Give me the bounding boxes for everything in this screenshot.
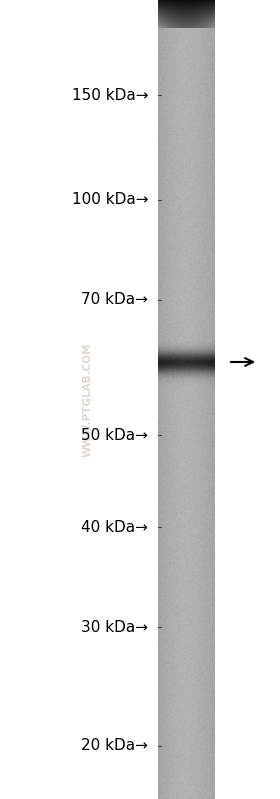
Text: WWW.PTGLAB.COM: WWW.PTGLAB.COM [83, 343, 93, 457]
Text: 50 kDa→: 50 kDa→ [81, 427, 148, 443]
Text: 70 kDa→: 70 kDa→ [81, 292, 148, 308]
Text: 30 kDa→: 30 kDa→ [81, 619, 148, 634]
Text: 100 kDa→: 100 kDa→ [71, 193, 148, 208]
Text: 40 kDa→: 40 kDa→ [81, 519, 148, 535]
Text: 150 kDa→: 150 kDa→ [71, 88, 148, 102]
Text: 20 kDa→: 20 kDa→ [81, 738, 148, 753]
